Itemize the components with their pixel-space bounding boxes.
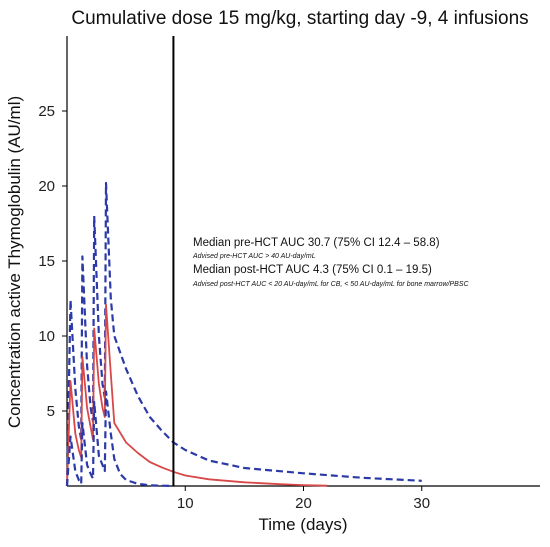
y-tick-label: 10 (38, 328, 55, 345)
y-tick-label: 20 (38, 178, 55, 195)
y-tick-label: 5 (47, 403, 55, 420)
y-tick-label: 15 (38, 253, 55, 270)
ci-bound-line (65, 390, 174, 488)
x-tick-label: 10 (177, 495, 194, 512)
annotation-layer: Median pre-HCT AUC 30.7 (75% CI 12.4 – 5… (192, 237, 470, 288)
x-tick-label: 20 (295, 495, 312, 512)
x-tick-label: 30 (413, 495, 430, 512)
chart-title: Cumulative dose 15 mg/kg, starting day -… (71, 8, 528, 29)
y-axis-title: Concentration active Thymoglobulin (AU/m… (5, 96, 24, 428)
axes: 5 10 15 20 25 10 20 30 (38, 36, 540, 512)
y-tick-label: 25 (38, 103, 55, 120)
x-axis-title: Time (days) (258, 515, 347, 534)
ci-bound-line (65, 181, 422, 487)
series-layer (65, 36, 422, 488)
annotation-post-main: Median post-HCT AUC 4.3 (75% CI 0.1 – 19… (193, 264, 432, 276)
annotation-pre-sub: Advised pre-HCT AUC > 40 AU-day/mL (192, 253, 316, 260)
annotation-post-sub: Advised post-HCT AUC < 20 AU-day/mL for … (192, 281, 470, 288)
annotation-pre-main: Median pre-HCT AUC 30.7 (75% CI 12.4 – 5… (193, 237, 440, 249)
